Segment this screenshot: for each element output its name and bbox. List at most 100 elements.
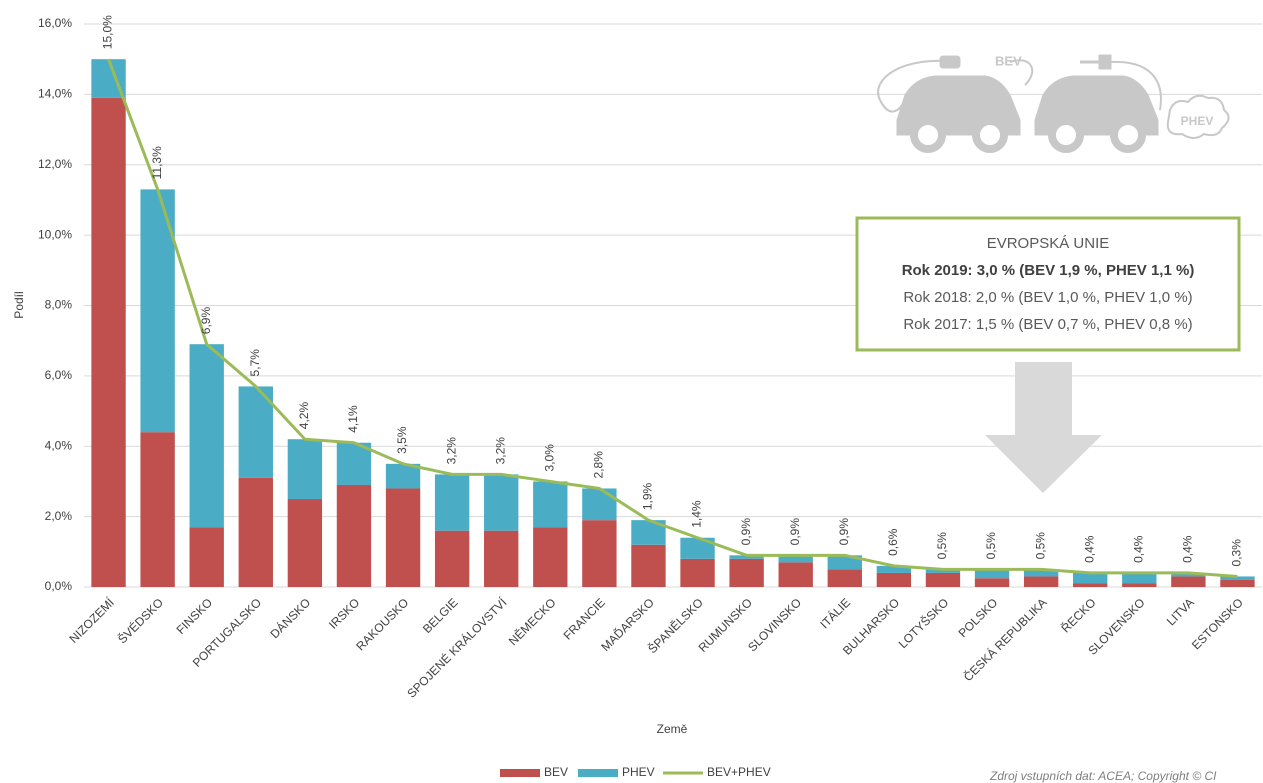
data-label: 1,9% bbox=[641, 482, 655, 510]
x-tick-label: ŘECKO bbox=[1058, 595, 1099, 636]
legend-item: BEV+PHEV bbox=[663, 765, 771, 779]
bar bbox=[631, 545, 665, 587]
x-tick-label: NIZOZEMÍ bbox=[66, 594, 118, 646]
bar bbox=[386, 488, 420, 587]
y-tick-label: 4,0% bbox=[45, 438, 73, 452]
legend-swatch bbox=[578, 769, 618, 777]
data-label: 0,9% bbox=[739, 518, 753, 546]
data-label: 3,2% bbox=[444, 437, 458, 465]
annotation-line: Rok 2017: 1,5 % (BEV 0,7 %, PHEV 0,8 %) bbox=[903, 316, 1192, 333]
x-tick-label: NĚMECKO bbox=[505, 595, 559, 649]
annotation-line: Rok 2019: 3,0 % (BEV 1,9 %, PHEV 1,1 %) bbox=[902, 262, 1195, 279]
bar bbox=[1171, 576, 1205, 587]
bar bbox=[484, 474, 518, 530]
bar bbox=[533, 481, 567, 527]
legend-item: BEV bbox=[500, 765, 568, 779]
x-tick-label: FINSKO bbox=[174, 595, 215, 636]
bar bbox=[288, 439, 322, 499]
data-label: 4,1% bbox=[346, 405, 360, 433]
bar bbox=[435, 531, 469, 587]
data-label: 0,3% bbox=[1230, 539, 1244, 567]
bar bbox=[877, 573, 911, 587]
bar bbox=[337, 485, 371, 587]
bar bbox=[190, 344, 224, 527]
x-tick-label: DÁNSKO bbox=[267, 595, 313, 641]
data-label: 0,4% bbox=[1082, 535, 1096, 563]
bar bbox=[1073, 583, 1107, 587]
x-tick-label: FRANCIE bbox=[561, 595, 608, 642]
y-tick-label: 2,0% bbox=[45, 509, 73, 523]
annotation-line: Rok 2018: 2,0 % (BEV 1,0 %, PHEV 1,0 %) bbox=[903, 289, 1192, 306]
bar bbox=[779, 562, 813, 587]
bar bbox=[140, 432, 174, 587]
icon-label: BEV bbox=[995, 53, 1022, 68]
data-label: 4,2% bbox=[297, 402, 311, 430]
legend-label: BEV+PHEV bbox=[707, 765, 771, 779]
data-label: 3,0% bbox=[542, 444, 556, 472]
bar bbox=[582, 520, 616, 587]
legend-label: BEV bbox=[544, 765, 568, 779]
legend-swatch bbox=[500, 769, 540, 777]
x-tick-label: ITÁLIE bbox=[817, 595, 854, 632]
bar bbox=[288, 499, 322, 587]
data-label: 0,4% bbox=[1181, 535, 1195, 563]
icon-label: PHEV bbox=[1181, 114, 1214, 128]
x-tick-label: BELGIE bbox=[420, 595, 461, 636]
bar bbox=[1122, 573, 1156, 584]
data-label: 0,5% bbox=[1033, 532, 1047, 560]
y-tick-label: 14,0% bbox=[38, 87, 72, 101]
x-tick-label: POLSKO bbox=[956, 595, 1001, 640]
data-label: 5,7% bbox=[248, 349, 262, 377]
annotation-line: EVROPSKÁ UNIE bbox=[987, 235, 1110, 252]
bar bbox=[91, 98, 125, 587]
data-label: 3,5% bbox=[395, 426, 409, 454]
data-label: 1,4% bbox=[690, 500, 704, 528]
y-tick-label: 12,0% bbox=[38, 157, 72, 171]
x-tick-label: IRSKO bbox=[326, 595, 362, 631]
data-label: 3,2% bbox=[493, 437, 507, 465]
car-illustration bbox=[878, 56, 1228, 149]
data-label: 0,6% bbox=[886, 528, 900, 556]
y-axis-label: Podíl bbox=[12, 291, 26, 318]
x-tick-label: SPOJENÉ KRÁLOVSTVÍ bbox=[404, 594, 510, 700]
bar bbox=[1073, 573, 1107, 584]
x-tick-label: ESTONSKO bbox=[1189, 595, 1246, 652]
legend-label: PHEV bbox=[622, 765, 655, 779]
bar bbox=[1220, 580, 1254, 587]
x-tick-label: ŠVÉDSKO bbox=[114, 595, 166, 647]
data-label: 11,3% bbox=[150, 146, 164, 179]
data-label: 0,9% bbox=[788, 518, 802, 546]
arrow bbox=[985, 362, 1102, 493]
bar bbox=[239, 478, 273, 587]
bar bbox=[680, 559, 714, 587]
x-tick-label: LITVA bbox=[1164, 595, 1197, 628]
data-label: 15,0% bbox=[101, 15, 115, 49]
data-label: 0,9% bbox=[837, 518, 851, 546]
chart: 0,0%2,0%4,0%6,0%8,0%10,0%12,0%14,0%16,0%… bbox=[0, 0, 1263, 783]
legend-item: PHEV bbox=[578, 765, 655, 779]
data-label: 0,5% bbox=[935, 532, 949, 560]
x-tick-label: SLOVINSKO bbox=[745, 595, 804, 654]
y-tick-label: 10,0% bbox=[38, 227, 72, 241]
data-label: 0,5% bbox=[984, 532, 998, 560]
bar bbox=[1122, 583, 1156, 587]
y-tick-label: 0,0% bbox=[45, 579, 73, 593]
bar bbox=[975, 578, 1009, 587]
bar bbox=[828, 569, 862, 587]
bar bbox=[926, 573, 960, 587]
data-label: 2,8% bbox=[592, 451, 606, 479]
bar bbox=[533, 527, 567, 587]
y-tick-label: 8,0% bbox=[45, 298, 73, 312]
x-tick-label: ČESKÁ REPUBLIKA bbox=[960, 595, 1049, 684]
x-tick-label: RAKOUSKO bbox=[353, 595, 411, 653]
bar bbox=[1024, 576, 1058, 587]
x-tick-label: LOTYŠSKO bbox=[895, 595, 951, 651]
source: Zdroj vstupních dat: ACEA; Copyright © C… bbox=[989, 769, 1217, 783]
y-tick-label: 16,0% bbox=[38, 16, 72, 30]
data-label: 0,4% bbox=[1131, 535, 1145, 563]
x-axis-label: Země bbox=[657, 722, 688, 736]
data-label: 6,9% bbox=[199, 307, 213, 335]
bar bbox=[729, 559, 763, 587]
bar bbox=[435, 474, 469, 530]
bar bbox=[190, 527, 224, 587]
